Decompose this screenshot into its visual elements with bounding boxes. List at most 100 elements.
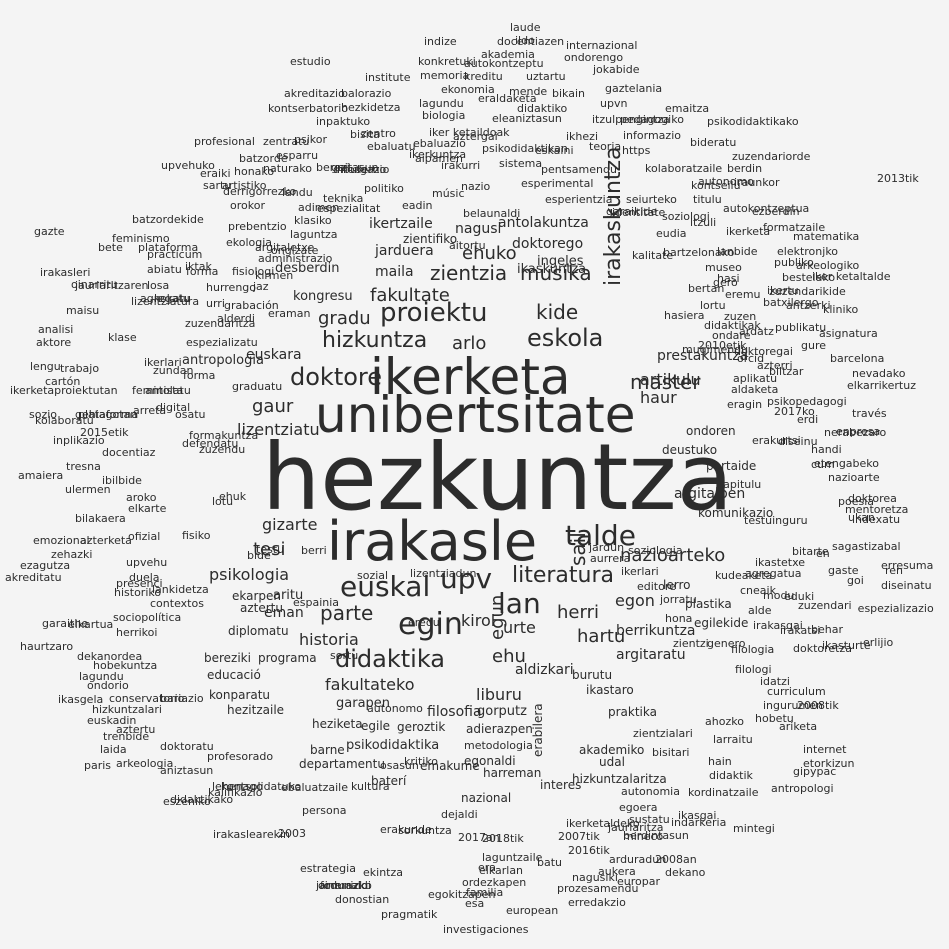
cloud-word: upvehuko xyxy=(161,159,215,172)
cloud-word: musika xyxy=(520,261,592,285)
cloud-word: plataforma xyxy=(138,241,199,254)
cloud-word: autokontzeptu xyxy=(464,57,544,70)
cloud-word: ondare xyxy=(712,329,751,342)
cloud-word: internet xyxy=(803,743,847,756)
cloud-word: pedagogiko xyxy=(620,113,684,126)
cloud-word: emozional xyxy=(33,534,90,547)
cloud-word: batu xyxy=(537,856,563,869)
cloud-word: sociopolítica xyxy=(113,611,182,624)
cloud-word: ikaskuntza xyxy=(517,262,587,277)
cloud-word: sozial xyxy=(357,569,389,582)
cloud-word: aurrera xyxy=(590,552,631,565)
cloud-word: familia xyxy=(466,886,504,899)
cloud-word: amaiera xyxy=(18,469,64,482)
cloud-word: barcelona xyxy=(830,352,885,365)
cloud-word: laida xyxy=(100,743,127,756)
cloud-word: metodologia xyxy=(464,739,533,752)
cloud-word: aldizkari xyxy=(515,662,574,678)
cloud-word: prozesamendu xyxy=(557,882,639,895)
cloud-word: forma xyxy=(186,265,219,278)
cloud-word: hizkuntzalari xyxy=(92,703,162,716)
cloud-word: museo xyxy=(705,261,742,274)
cloud-word: psikodidaktikako xyxy=(707,115,799,128)
cloud-word: batzorde xyxy=(239,152,288,165)
cloud-word: kokatu xyxy=(154,292,191,305)
cloud-word: prebentzio xyxy=(228,220,287,233)
cloud-word: harreman xyxy=(483,766,542,780)
cloud-word: sustatu xyxy=(629,813,670,826)
cloud-word: aktore xyxy=(36,336,72,349)
cloud-word: departamentu xyxy=(299,757,385,771)
cloud-word: poesia xyxy=(838,495,875,508)
cloud-word: laude xyxy=(510,21,541,34)
cloud-word: kudeaketa xyxy=(715,569,773,582)
cloud-word: hobetu xyxy=(755,712,794,725)
cloud-word: emakume xyxy=(420,759,480,773)
cloud-word: laguntza xyxy=(290,228,338,241)
cloud-word: komunikazio xyxy=(698,506,774,520)
cloud-word: european xyxy=(506,904,559,917)
cloud-word: ikerketa xyxy=(726,225,771,238)
cloud-word: ebaluazio xyxy=(413,137,466,150)
cloud-word: mugimendu xyxy=(682,343,749,356)
cloud-word: psikor xyxy=(294,133,327,146)
cloud-word: upvn xyxy=(600,97,628,110)
cloud-word: herrikoi xyxy=(116,626,158,639)
cloud-word: garapen xyxy=(336,696,391,711)
cloud-word: arlo xyxy=(452,333,487,354)
cloud-word: oinarrizko xyxy=(318,879,372,892)
cloud-word: hobekuntza xyxy=(93,659,158,672)
cloud-word: testuinguru xyxy=(744,514,808,527)
cloud-word: ildo xyxy=(515,34,535,47)
cloud-word: bestelako xyxy=(782,271,836,284)
cloud-word: antolakuntza xyxy=(498,215,589,231)
cloud-word: ondorio xyxy=(87,679,129,692)
cloud-word: zientzia xyxy=(430,261,508,285)
cloud-word: 2016tik xyxy=(568,844,610,857)
cloud-word: interes xyxy=(540,778,582,792)
cloud-word: docentiazen xyxy=(497,35,565,48)
cloud-word: argitalpen xyxy=(674,486,746,502)
cloud-word: en xyxy=(816,547,830,560)
cloud-word: eskola xyxy=(527,324,604,352)
cloud-word: moderno xyxy=(337,163,387,176)
cloud-word: nerabezaro xyxy=(824,426,887,439)
cloud-word: administrazio xyxy=(258,252,333,265)
cloud-word: hartu xyxy=(577,626,626,647)
cloud-word: espezializazio xyxy=(857,602,934,615)
cloud-word: bereziki xyxy=(204,651,251,665)
cloud-word: zuzendarikide xyxy=(769,285,846,298)
cloud-word: zentratu xyxy=(263,135,310,148)
cloud-word: deustuko xyxy=(662,443,718,457)
cloud-word: eredu xyxy=(408,616,440,629)
cloud-word: jarduera xyxy=(375,243,434,259)
cloud-word: sorkuntza xyxy=(398,824,452,837)
cloud-word: elektronjko xyxy=(777,245,839,258)
cloud-word: sartu xyxy=(203,179,232,192)
cloud-word: defendatu xyxy=(182,437,239,450)
cloud-word: belaunaldi xyxy=(463,207,521,220)
cloud-word: analisi xyxy=(38,323,74,336)
cloud-word: euskadin xyxy=(87,714,137,727)
cloud-word: jardun xyxy=(589,541,625,554)
cloud-word: grabación xyxy=(224,299,279,312)
cloud-word: eraiki xyxy=(200,167,231,180)
cloud-word: zuzendaritza xyxy=(185,317,256,330)
cloud-word: elkartua xyxy=(68,618,114,631)
cloud-word: elkarte xyxy=(128,502,167,515)
cloud-word: orcid xyxy=(737,352,765,365)
cloud-word: kolaboratu xyxy=(35,414,94,427)
cloud-word: euskal xyxy=(340,570,431,603)
cloud-word: orokor xyxy=(230,199,265,212)
cloud-word: psikodidaktika xyxy=(346,738,440,753)
cloud-word: kreditu xyxy=(464,70,503,83)
cloud-word: azterri xyxy=(757,359,793,372)
cloud-word: persona xyxy=(302,804,347,817)
cloud-word: egon xyxy=(615,591,655,610)
cloud-word: bide xyxy=(247,549,271,562)
cloud-word: dejaldi xyxy=(441,808,478,821)
cloud-word: esparru xyxy=(276,149,319,162)
cloud-word: aroko xyxy=(126,491,157,504)
cloud-word: ehuk xyxy=(219,490,247,503)
cloud-word: batxilergo xyxy=(763,296,819,309)
